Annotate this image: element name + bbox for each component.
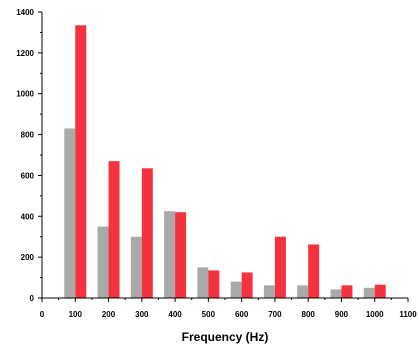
y-tick-label: 1200 <box>16 49 34 58</box>
bar-series-2-400 <box>175 212 187 298</box>
x-tick-label: 100 <box>69 310 83 319</box>
x-tick-label: 200 <box>102 310 116 319</box>
bar-series-1-600 <box>230 281 242 298</box>
x-tick-label: 0 <box>40 310 45 319</box>
bar-series-2-500 <box>208 270 220 298</box>
bar-series-1-900 <box>330 289 342 298</box>
y-tick-label: 800 <box>21 131 35 140</box>
x-tick-label: 300 <box>135 310 149 319</box>
y-tick-label: 600 <box>21 171 35 180</box>
y-tick-label: 0 <box>30 294 35 303</box>
bar-series-2-300 <box>141 168 153 298</box>
bar-series-1-500 <box>197 267 209 298</box>
bar-series-1-1000 <box>363 287 375 298</box>
x-tick-label: 1100 <box>399 310 417 319</box>
x-tick-label: 400 <box>168 310 182 319</box>
y-tick-label: 1000 <box>16 90 34 99</box>
x-tick-label: 700 <box>268 310 282 319</box>
bar-series-1-700 <box>263 285 275 298</box>
bar-series-2-600 <box>241 272 253 298</box>
bars-group <box>64 25 386 299</box>
bar-series-2-900 <box>341 285 353 298</box>
y-tick-label: 1400 <box>16 8 34 17</box>
x-axis-title: Frequency (Hz) <box>182 330 269 344</box>
x-tick-label: 900 <box>335 310 349 319</box>
x-tick-label: 600 <box>235 310 249 319</box>
bar-series-2-100 <box>75 25 87 299</box>
bar-series-1-400 <box>164 211 176 298</box>
y-tick-label: 400 <box>21 212 35 221</box>
x-tick-label: 1000 <box>366 310 384 319</box>
y-tick-label: 200 <box>21 253 35 262</box>
bar-series-2-200 <box>108 161 120 298</box>
bar-series-2-800 <box>308 244 320 298</box>
axes-group: 0 200 400 600 800 1000 1200 1400 0 100 200 300 400 50… <box>16 8 417 319</box>
bar-series-1-200 <box>97 226 109 298</box>
bar-series-2-700 <box>274 236 286 298</box>
bar-series-1-100 <box>64 128 76 298</box>
bar-series-2-1000 <box>374 284 386 298</box>
bar-series-1-300 <box>130 236 142 298</box>
bar-series-1-800 <box>297 285 309 298</box>
x-tick-label: 500 <box>202 310 216 319</box>
x-tick-label: 800 <box>302 310 316 319</box>
